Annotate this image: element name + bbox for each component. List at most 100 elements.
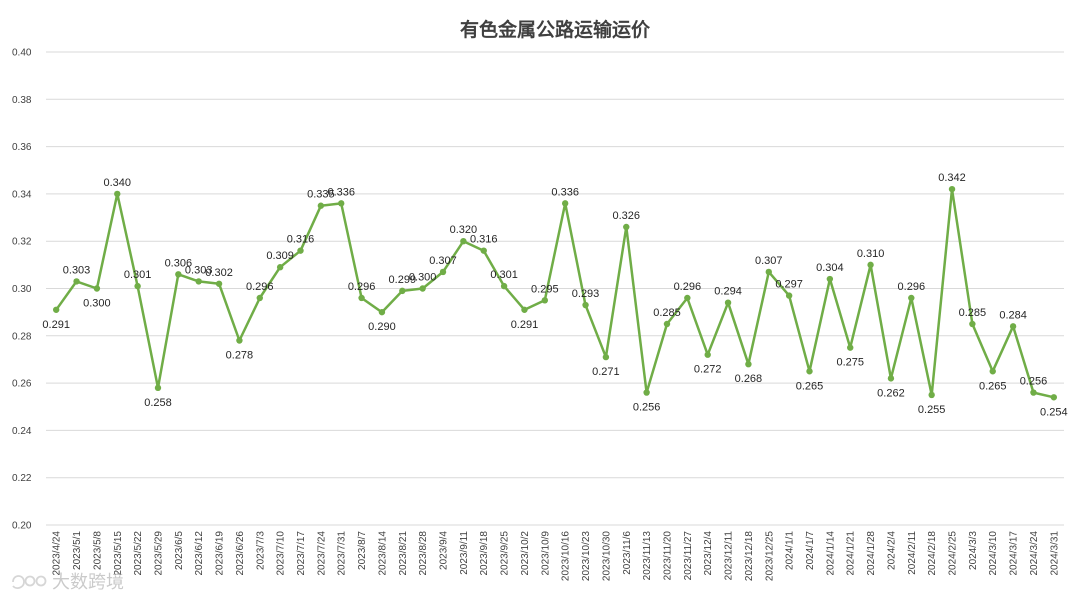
x-tick-label: 2024/3/31 [1049,531,1060,576]
data-point [928,391,935,399]
data-label: 0.296 [348,281,376,293]
x-tick-label: 2023/10/9 [540,531,551,576]
data-label: 0.320 [450,224,478,236]
data-point [969,320,976,328]
x-tick-label: 2023/12/11 [724,531,735,581]
x-tick-label: 2024/1/21 [846,531,857,576]
data-point [765,268,772,276]
x-tick-label: 2024/3/24 [1029,531,1040,576]
data-point [643,389,650,396]
y-tick-label: 0.32 [12,237,32,248]
data-label: 0.296 [246,281,274,293]
x-tick-label: 2023/6/26 [235,531,246,576]
x-tick-label: 2024/1/7 [805,531,816,570]
x-tick-label: 2023/8/7 [357,531,368,570]
data-point [561,200,569,207]
y-axis-ticks: 0.20 0.22 0.24 0.26 0.28 0.30 0.32 0.34 0.36 0.38… [12,48,32,532]
watermark: 大数跨境 [12,572,124,593]
data-label: 0.316 [470,234,498,246]
data-label: 0.278 [226,350,254,362]
x-tick-label: 2023/5/22 [133,531,144,576]
data-point [948,185,956,193]
data-label: 0.296 [674,281,702,293]
data-point [582,301,589,309]
x-tick-label: 2023/11/13 [642,531,653,581]
y-tick-label: 0.34 [12,189,32,200]
data-point [399,287,406,295]
x-tick-label: 2023/6/12 [194,531,205,576]
x-tick-label: 2023/8/21 [398,531,409,576]
data-point [745,360,752,368]
data-label: 0.306 [165,257,193,269]
data-point [195,278,202,285]
data-labels: 0.2910.3030.3000.3400.3010.2580.3060.303… [42,172,1067,418]
data-point [908,294,915,302]
x-tick-label: 2023/6/5 [174,531,185,570]
x-tick-label: 2023/11/20 [662,531,673,581]
data-label: 0.285 [653,307,681,319]
data-point [215,280,223,287]
data-point [256,294,263,302]
data-point [602,353,610,361]
data-label: 0.265 [796,380,824,392]
data-label: 0.265 [979,380,1007,392]
data-point [785,292,793,299]
x-tick-label: 2023/4/24 [52,531,63,576]
data-label: 0.310 [857,248,885,260]
data-label: 0.326 [612,210,640,222]
x-tick-label: 2023/7/31 [337,531,348,576]
x-tick-label: 2023/9/4 [439,531,450,570]
x-tick-label: 2024/3/17 [1009,531,1020,576]
data-label: 0.307 [429,255,457,267]
y-tick-label: 0.26 [12,379,32,390]
data-label: 0.304 [816,262,844,274]
data-point [1030,389,1037,396]
data-label: 0.336 [551,186,579,198]
data-label: 0.335 [307,189,335,201]
data-label: 0.303 [63,264,91,276]
data-point [297,247,304,254]
data-points [52,185,1058,401]
data-point [1050,394,1058,401]
data-label: 0.258 [144,397,172,409]
data-point [338,200,345,207]
data-label: 0.316 [287,234,315,246]
x-tick-label: 2023/11/27 [683,531,694,581]
series-line [55,187,1055,399]
data-label: 0.256 [633,402,661,414]
data-label: 0.300 [83,298,111,310]
data-label: 0.307 [755,255,783,267]
x-tick-label: 2023/5/1 [72,531,83,570]
data-point [704,351,711,358]
x-tick-label: 2024/3/10 [988,531,999,576]
watermark-logo-icon [12,575,47,589]
data-point [989,368,996,375]
data-label: 0.284 [999,309,1027,321]
data-label: 0.256 [1020,376,1048,388]
data-label: 0.296 [898,281,926,293]
x-tick-label: 2024/2/4 [886,531,897,570]
x-tick-label: 2023/12/25 [764,531,775,581]
data-label: 0.299 [389,274,417,286]
data-point [358,294,365,302]
x-tick-label: 2024/1/14 [825,531,836,576]
data-point [887,375,895,382]
y-tick-label: 0.28 [12,331,32,342]
y-tick-label: 0.20 [12,521,32,532]
data-point [684,294,691,302]
x-axis-ticks: 2023/4/24 2023/5/1 2023/5/8 2023/5/15 2023/5… [52,531,1061,581]
data-point [867,261,874,269]
data-label: 0.254 [1040,406,1068,418]
data-point [439,268,447,276]
data-point [663,320,671,328]
x-tick-label: 2023/8/14 [377,531,388,576]
data-point [154,384,162,392]
x-tick-label: 2024/1/1 [785,531,796,570]
y-tick-label: 0.24 [12,426,32,437]
data-point [52,306,60,313]
x-tick-label: 2023/6/19 [215,531,226,576]
y-tick-label: 0.22 [12,473,32,484]
data-label: 0.297 [775,279,803,291]
data-point [480,247,487,254]
